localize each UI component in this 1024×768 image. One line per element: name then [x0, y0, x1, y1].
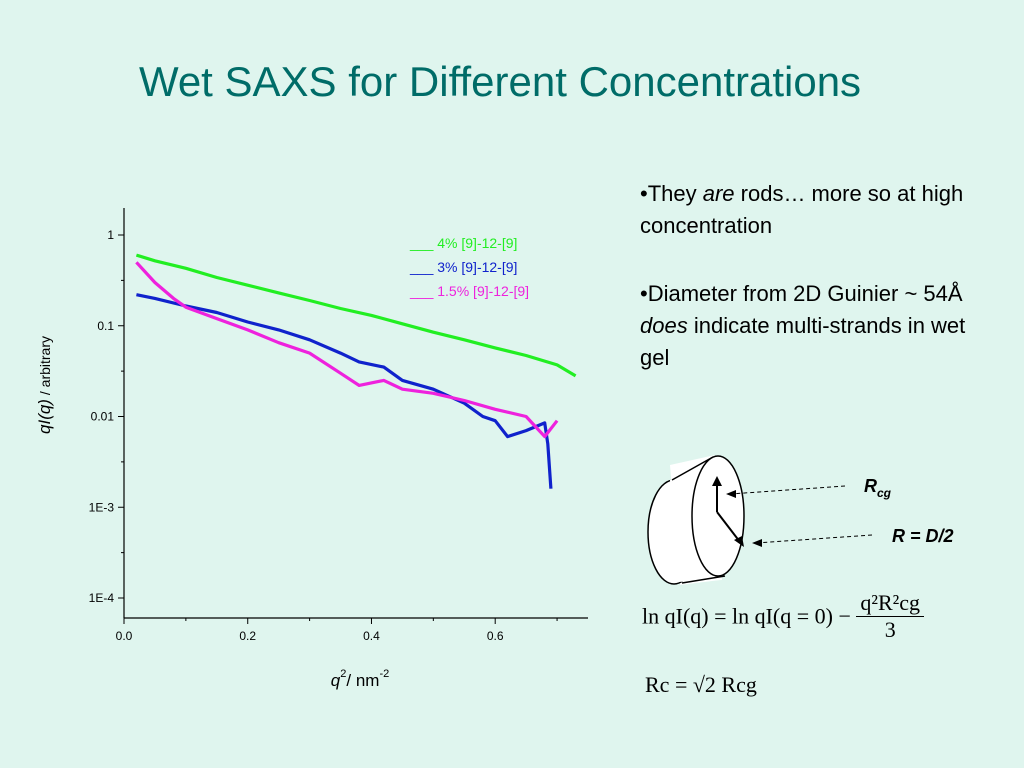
y-tick-label: 0.01 — [91, 410, 115, 424]
series-line-1 — [135, 253, 577, 378]
r-vector — [716, 511, 741, 543]
cylinder-front-face — [691, 455, 745, 577]
slide-title: Wet SAXS for Different Concentrations — [138, 58, 862, 105]
rcg-leader-line — [729, 485, 846, 495]
rcg-label: Rcg — [864, 476, 892, 500]
y-tick-label: 1E-3 — [89, 500, 115, 514]
bullet-rods-text-1: •They — [640, 181, 703, 206]
y-axis-label: qI(q) / arbitrary — [35, 336, 54, 434]
bullet-rods-emphasis: are — [702, 181, 735, 206]
series-line-2 — [136, 293, 553, 489]
rcg-label-sub: cg — [877, 486, 892, 500]
y-tick-label: 1E-4 — [89, 591, 115, 605]
rcg-leader-head — [726, 490, 736, 498]
legend-item-1: ___ 4% [9]-12-[9] — [409, 235, 517, 251]
bullet-diameter-text-1: •Diameter from 2D Guinier ~ 54Å — [640, 281, 963, 306]
bullet-diameter-emphasis: does — [640, 313, 688, 338]
radius-equation: Rc = √2 Rcg — [645, 672, 757, 698]
guinier-numerator: q²R²cg — [856, 590, 925, 617]
series-line-3 — [135, 261, 559, 439]
bullet-diameter: •Diameter from 2D Guinier ~ 54Å does ind… — [640, 278, 1000, 374]
chart-legend: ___ 4% [9]-12-[9] ___ 3% [9]-12-[9] ___ 1.… — [409, 235, 529, 299]
legend-item-3: ___ 1.5% [9]-12-[9] — [409, 283, 529, 299]
x-tick-label: 0.6 — [487, 629, 504, 643]
r-leader-head — [752, 539, 762, 547]
bullet-diameter-text-2: indicate multi-strands in wet gel — [640, 313, 966, 370]
cylinder-diagram: Rcg R = D/2 — [647, 455, 954, 585]
y-tick-label: 0.1 — [97, 319, 114, 333]
legend-item-2: ___ 3% [9]-12-[9] — [409, 259, 517, 275]
r-label: R = D/2 — [892, 526, 954, 546]
radius-equation-text: Rc = √2 Rcg — [645, 672, 757, 697]
guinier-equation: ln qI(q) = ln qI(q = 0) − q²R²cg 3 — [642, 590, 925, 643]
x-axis-label-exp: 2 — [340, 668, 346, 680]
rcg-vector-head — [712, 476, 722, 486]
bullet-rods-text-2: rods… more so at high concentration — [640, 181, 964, 238]
cylinder-top-edge — [671, 456, 714, 481]
x-axis-label-unit-exp: -2 — [379, 668, 389, 680]
r-leader-line — [755, 534, 873, 544]
guinier-fraction: q²R²cg 3 — [856, 590, 925, 643]
y-axis-label-unit: / arbitrary — [37, 336, 53, 399]
x-tick-label: 0.2 — [239, 629, 256, 643]
x-axis-label-unit: / nm — [346, 671, 379, 690]
r-vector-head — [734, 536, 744, 547]
x-tick-label: 0.4 — [363, 629, 380, 643]
chart-ticks: 0.0 0.2 0.4 0.6 1 0.1 0.01 1E-3 1E-4 — [89, 228, 558, 643]
chart-axes — [123, 208, 588, 619]
bullet-rods: •They are rods… more so at high concentr… — [640, 178, 1000, 242]
x-axis-label: q2/ nm-2 — [331, 668, 389, 690]
x-axis-label-main: q — [331, 671, 341, 690]
cylinder-bottom-edge — [681, 575, 726, 584]
guinier-equation-lhs: ln qI(q) = ln qI(q = 0) − — [642, 603, 851, 629]
chart-series — [135, 253, 577, 489]
guinier-denominator: 3 — [884, 617, 896, 642]
bullet-list: •They are rods… more so at high concentr… — [640, 178, 1000, 410]
rcg-label-main: R — [864, 476, 877, 496]
saxs-chart: 0.0 0.2 0.4 0.6 1 0.1 0.01 1E-3 1E-4 ___ 4% [9]-… — [35, 208, 588, 690]
y-tick-label: 1 — [107, 228, 114, 242]
x-tick-label: 0.0 — [116, 629, 133, 643]
y-axis-label-main: qI(q) — [35, 399, 54, 434]
